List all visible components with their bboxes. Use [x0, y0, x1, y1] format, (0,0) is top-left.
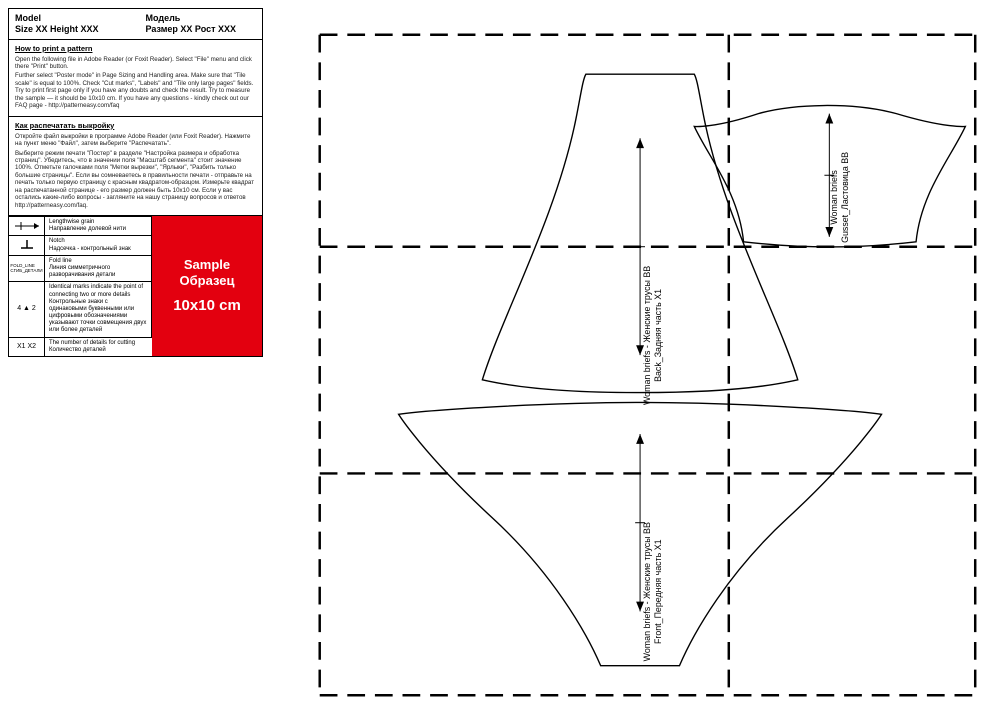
piece-back: Woman briefs - Женские трусы ВВBack_Задн… — [482, 74, 797, 405]
notch-en: Notch — [49, 238, 147, 245]
legend-rows: Lengthwise grain Направление долевой нит… — [9, 216, 152, 356]
legend-marks: 4 ▲ 2 Identical marks indicate the point… — [9, 281, 152, 336]
marks-ru: Контрольные знаки с одинаковыми буквенны… — [49, 299, 147, 335]
notch-text: Notch Надсечка - контрольный знак — [45, 236, 152, 254]
svg-text:Woman briefs: Woman briefs — [829, 170, 839, 225]
sample-l1: Sample — [184, 257, 230, 273]
instr-en-p1: Open the following file in Adobe Reader … — [15, 56, 256, 71]
piece-gusset: Woman briefsGusset_Ластовица ВВ — [694, 105, 965, 246]
svg-text:Gusset_Ластовица ВВ: Gusset_Ластовица ВВ — [840, 152, 850, 243]
model-en: Model — [15, 13, 126, 24]
sample-l2: Образец — [180, 273, 235, 289]
svg-text:Back_Задняя часть X1: Back_Задняя часть X1 — [653, 289, 663, 382]
pattern-pieces: Woman briefs - Женские трусы ВВBack_Задн… — [399, 74, 966, 665]
instructions-ru: Как распечатать выкройку Откройте файл в… — [9, 117, 262, 216]
count-text: The number of details for cutting Количе… — [45, 338, 152, 356]
svg-text:Front_Передняя часть X1: Front_Передняя часть X1 — [653, 539, 663, 644]
size-en: Size XX Height XXX — [15, 24, 126, 35]
instructions-en: How to print a pattern Open the followin… — [9, 40, 262, 117]
fold-ru: Линия симметричного разворачивания детал… — [49, 265, 147, 279]
info-panel: Model Size XX Height XXX Модель Размер X… — [8, 8, 263, 357]
pattern-area: Woman briefs - Женские трусы ВВBack_Задн… — [300, 20, 990, 710]
count-en: The number of details for cutting — [49, 340, 148, 347]
legend-fold: FOLD_LINE СГИБ_ДЕТАЛИ Fold line Линия си… — [9, 255, 152, 282]
model-ru: Модель — [146, 13, 257, 24]
legend-area: Lengthwise grain Направление долевой нит… — [9, 216, 262, 356]
instr-en-title: How to print a pattern — [15, 44, 256, 53]
sample-l3: 10x10 cm — [173, 297, 241, 315]
svg-text:Woman briefs - Женские трусы В: Woman briefs - Женские трусы ВВ — [642, 266, 652, 405]
instr-en-p2: Further select "Poster mode" in Page Siz… — [15, 72, 256, 109]
marks-text: Identical marks indicate the point of co… — [45, 282, 152, 336]
pattern-svg: Woman briefs - Женские трусы ВВBack_Задн… — [300, 20, 990, 710]
instr-ru-title: Как распечатать выкройку — [15, 121, 256, 130]
grain-icon — [9, 217, 45, 235]
piece-front: Woman briefs - Женские трусы ВВFront_Пер… — [399, 402, 882, 665]
count-sym: X1 X2 — [9, 338, 45, 356]
grain-text: Lengthwise grain Направление долевой нит… — [45, 217, 152, 235]
legend-count: X1 X2 The number of details for cutting … — [9, 337, 152, 356]
fold-sym: FOLD_LINE СГИБ_ДЕТАЛИ — [9, 256, 45, 282]
fold-en: Fold line — [49, 258, 147, 265]
header-en: Model Size XX Height XXX — [15, 13, 126, 35]
instr-ru-p2: Выберите режим печати "Постер" в разделе… — [15, 150, 256, 210]
info-header: Model Size XX Height XXX Модель Размер X… — [9, 9, 262, 40]
fold-text: Fold line Линия симметричного разворачив… — [45, 256, 152, 282]
marks-sym: 4 ▲ 2 — [9, 282, 45, 336]
svg-text:Woman briefs - Женские трусы В: Woman briefs - Женские трусы ВВ — [642, 522, 652, 661]
notch-ru: Надсечка - контрольный знак — [49, 246, 147, 253]
legend-grain: Lengthwise grain Направление долевой нит… — [9, 216, 152, 235]
instr-ru-p1: Откройте файл выкройки в программе Adobe… — [15, 133, 256, 148]
legend-notch: Notch Надсечка - контрольный знак — [9, 235, 152, 254]
notch-icon — [9, 236, 45, 254]
size-ru: Размер XX Рост XXX — [146, 24, 257, 35]
sample-box: Sample Образец 10x10 cm — [152, 216, 262, 356]
marks-en: Identical marks indicate the point of co… — [49, 284, 147, 298]
grain-ru: Направление долевой нити — [49, 226, 147, 233]
count-ru: Количество деталей — [49, 347, 148, 354]
header-ru: Модель Размер XX Рост XXX — [146, 13, 257, 35]
